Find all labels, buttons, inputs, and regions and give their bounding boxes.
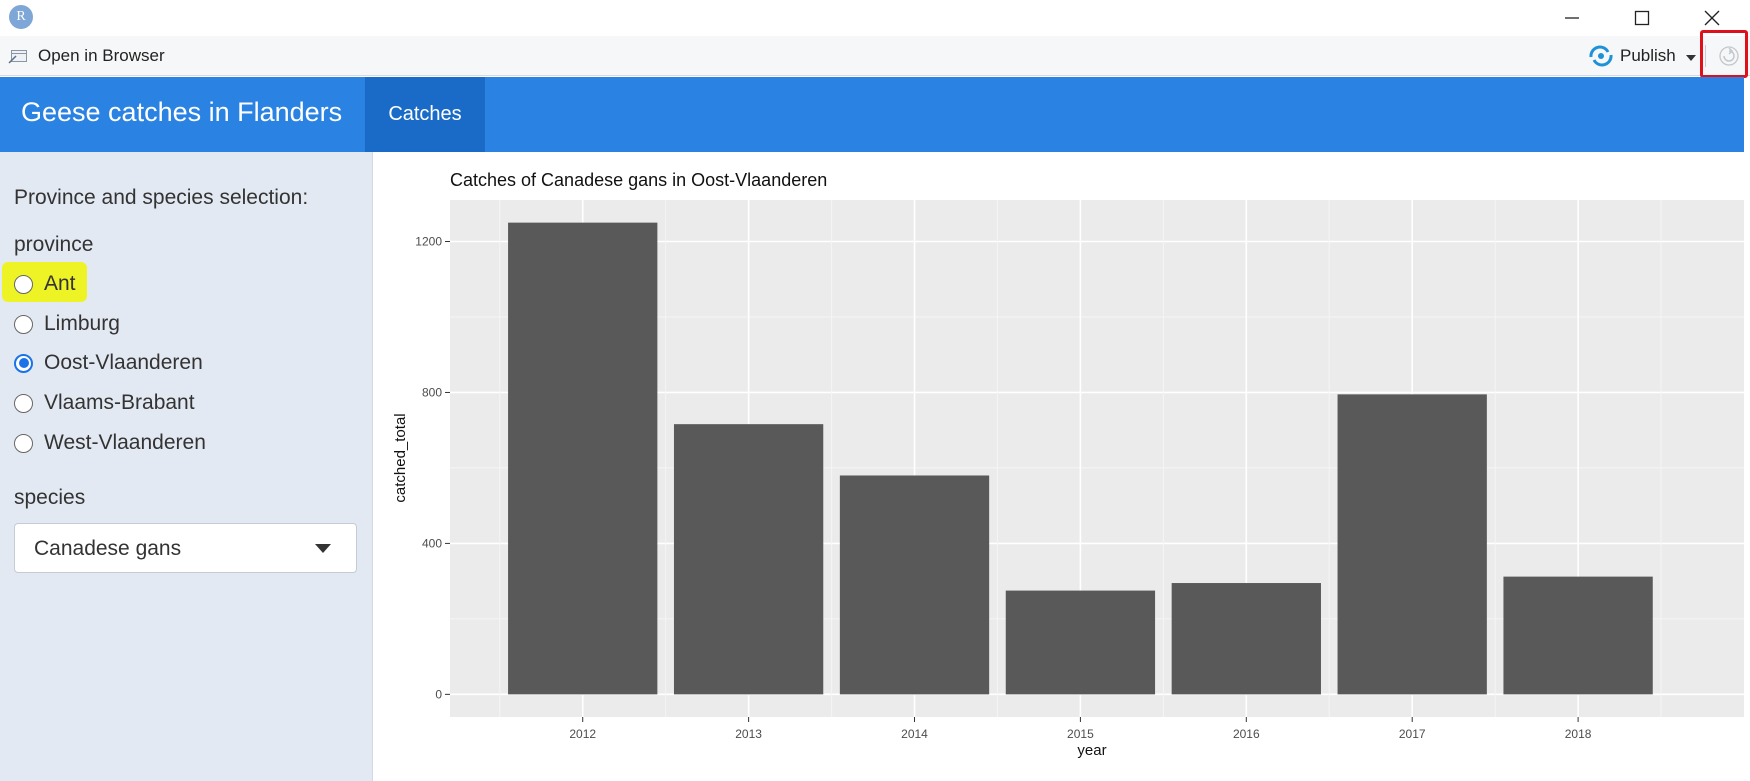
radio-option-west-vlaanderen[interactable]: West-Vlaanderen bbox=[14, 429, 206, 457]
radio-button[interactable] bbox=[14, 274, 33, 294]
bar-2013 bbox=[673, 424, 824, 695]
toolbar-divider bbox=[1705, 45, 1706, 67]
species-label: species bbox=[14, 486, 86, 509]
province-label: province bbox=[14, 233, 94, 256]
window-titlebar: R bbox=[0, 0, 1750, 36]
radio-label: West-Vlaanderen bbox=[44, 431, 206, 454]
bars bbox=[508, 222, 1653, 695]
x-tick-label: 2016 bbox=[1233, 727, 1260, 741]
bar-2016 bbox=[1171, 583, 1321, 695]
plot-output: Catches of Canadese gans in Oost-Vlaande… bbox=[386, 165, 1744, 763]
radio-option-vlaams-brabant[interactable]: Vlaams-Brabant bbox=[14, 389, 195, 417]
bar-2017 bbox=[1337, 394, 1487, 695]
radio-button[interactable] bbox=[14, 353, 33, 373]
x-tick-label: 2014 bbox=[901, 727, 928, 741]
radio-label: Ant bbox=[44, 272, 76, 295]
tab-catches[interactable]: Catches bbox=[365, 77, 485, 152]
radio-button[interactable] bbox=[14, 433, 33, 453]
maximize-icon[interactable] bbox=[1624, 4, 1660, 32]
y-tick-label: 1200 bbox=[415, 235, 442, 249]
radio-option-oost-vlaanderen[interactable]: Oost-Vlaanderen bbox=[14, 349, 203, 377]
radio-button[interactable] bbox=[14, 393, 33, 413]
radio-option-limburg[interactable]: Limburg bbox=[14, 310, 120, 338]
red-annotation-box bbox=[1700, 30, 1748, 78]
x-axis-label: year bbox=[1077, 742, 1106, 759]
y-axis: 0 400 800 1200 bbox=[415, 235, 450, 701]
open-in-browser-label: Open in Browser bbox=[38, 46, 165, 65]
chevron-down-icon bbox=[315, 544, 331, 553]
y-axis-label: catched_total bbox=[392, 413, 409, 502]
open-in-browser-icon bbox=[8, 50, 27, 64]
bar-2012 bbox=[508, 222, 658, 695]
x-tick-label: 2015 bbox=[1067, 727, 1094, 741]
x-tick-label: 2018 bbox=[1565, 727, 1592, 741]
r-app-icon: R bbox=[9, 5, 33, 29]
chart-title: Catches of Canadese gans in Oost-Vlaande… bbox=[450, 170, 827, 190]
sidebar-heading: Province and species selection: bbox=[14, 186, 309, 209]
navbar: Geese catches in Flanders Catches bbox=[0, 77, 1744, 152]
bar-2014 bbox=[839, 475, 990, 695]
bar-2018 bbox=[1503, 576, 1653, 695]
y-tick-label: 0 bbox=[435, 687, 442, 701]
x-axis: 2012 2013 2014 2015 2016 2017 2018 bbox=[569, 717, 1592, 741]
app-title: Geese catches in Flanders bbox=[21, 97, 343, 127]
publish-dropdown-icon[interactable] bbox=[1686, 55, 1696, 61]
publish-icon bbox=[1589, 45, 1613, 67]
bar-2015 bbox=[1005, 590, 1156, 695]
radio-button[interactable] bbox=[14, 314, 33, 334]
open-in-browser-button[interactable]: Open in Browser bbox=[8, 46, 165, 66]
y-tick-label: 800 bbox=[422, 385, 442, 399]
sidebar-panel: Province and species selection: province… bbox=[0, 152, 373, 781]
viewer-toolbar: Open in Browser Publish bbox=[0, 36, 1750, 76]
refresh-icon[interactable] bbox=[1717, 44, 1741, 68]
publish-label: Publish bbox=[1620, 46, 1676, 65]
publish-button[interactable]: Publish bbox=[1588, 44, 1676, 68]
radio-label: Vlaams-Brabant bbox=[44, 391, 195, 414]
minimize-icon[interactable] bbox=[1554, 4, 1590, 32]
x-tick-label: 2013 bbox=[735, 727, 762, 741]
radio-label: Oost-Vlaanderen bbox=[44, 351, 203, 374]
radio-label: Limburg bbox=[44, 312, 120, 335]
radio-option-ant[interactable]: Ant bbox=[14, 270, 76, 298]
species-select[interactable]: Canadese gans bbox=[14, 523, 357, 573]
species-selected-value: Canadese gans bbox=[34, 537, 182, 560]
close-icon[interactable] bbox=[1694, 4, 1730, 32]
x-tick-label: 2012 bbox=[569, 727, 596, 741]
bar-chart: Catches of Canadese gans in Oost-Vlaande… bbox=[392, 170, 1744, 759]
y-tick-label: 400 bbox=[422, 536, 442, 550]
x-tick-label: 2017 bbox=[1399, 727, 1426, 741]
